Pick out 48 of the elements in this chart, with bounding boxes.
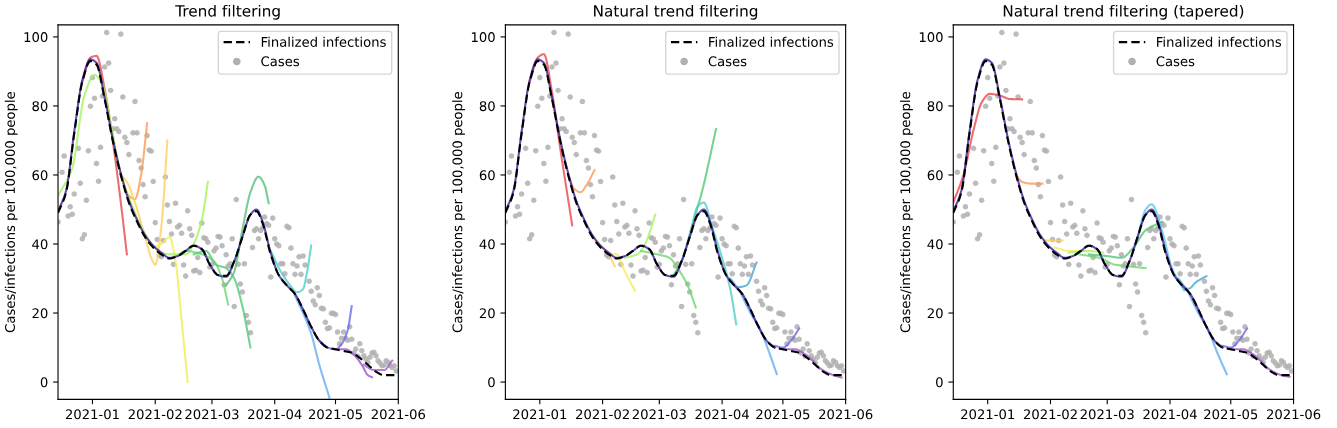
y-tick-label: 60 xyxy=(32,170,48,181)
y-tick-label: 20 xyxy=(479,308,495,319)
x-tick-label: 2021-01 xyxy=(65,409,119,420)
x-tick-label: 2021-06 xyxy=(1266,409,1321,420)
x-tick-label: 2021-04 xyxy=(695,409,749,420)
legend-label: Cases xyxy=(261,56,300,67)
y-axis-title: Cases/infections per 100,000 people xyxy=(900,91,913,333)
x-tick-label: 2021-05 xyxy=(756,409,810,420)
y-tick-label: 80 xyxy=(479,101,495,112)
x-tick-label: 2021-05 xyxy=(1204,409,1258,420)
legend-label: Finalized infections xyxy=(709,36,834,47)
y-axis-title: Cases/infections per 100,000 people xyxy=(4,91,18,333)
y-tick-label: 60 xyxy=(479,170,495,181)
y-tick-label: 20 xyxy=(32,308,48,319)
y-tick-label: 100 xyxy=(471,32,495,43)
x-tick-label: 2021-02 xyxy=(1023,409,1077,420)
y-tick-label: 80 xyxy=(32,101,48,112)
y-axis-title: Cases/infections per 100,000 people xyxy=(452,91,465,333)
x-tick-label: 2021-06 xyxy=(371,409,426,420)
x-tick-label: 2021-03 xyxy=(1080,409,1134,420)
x-tick-label: 2021-01 xyxy=(961,409,1015,420)
legend-label: Finalized infections xyxy=(1157,36,1282,47)
y-tick-label: 60 xyxy=(927,170,943,181)
x-tick-label: 2021-03 xyxy=(185,409,239,420)
legend-label: Finalized infections xyxy=(261,36,386,47)
x-tick-label: 2021-06 xyxy=(819,409,873,420)
x-tick-label: 2021-04 xyxy=(248,409,302,420)
legend-label: Cases xyxy=(1156,56,1195,67)
y-tick-label: 0 xyxy=(40,377,48,388)
y-tick-label: 0 xyxy=(936,377,943,388)
chart-title: Trend filtering xyxy=(175,4,280,20)
chart-title: Natural trend filtering (tapered) xyxy=(1003,4,1244,20)
x-tick-label: 2021-01 xyxy=(513,409,567,420)
y-tick-label: 40 xyxy=(479,239,495,250)
x-tick-label: 2021-02 xyxy=(576,409,629,420)
y-tick-label: 40 xyxy=(32,239,48,250)
y-tick-label: 0 xyxy=(488,377,495,388)
x-tick-label: 2021-02 xyxy=(128,409,182,420)
y-tick-label: 100 xyxy=(919,32,943,43)
x-tick-label: 2021-03 xyxy=(632,409,686,420)
legend-label: Cases xyxy=(708,56,747,67)
x-tick-label: 2021-04 xyxy=(1143,409,1197,420)
x-tick-label: 2021-05 xyxy=(308,409,362,420)
chart-title: Natural trend filtering xyxy=(594,4,758,20)
y-tick-label: 20 xyxy=(927,308,943,319)
y-tick-label: 80 xyxy=(927,101,943,112)
y-tick-label: 40 xyxy=(927,239,943,250)
y-tick-label: 100 xyxy=(24,32,48,43)
